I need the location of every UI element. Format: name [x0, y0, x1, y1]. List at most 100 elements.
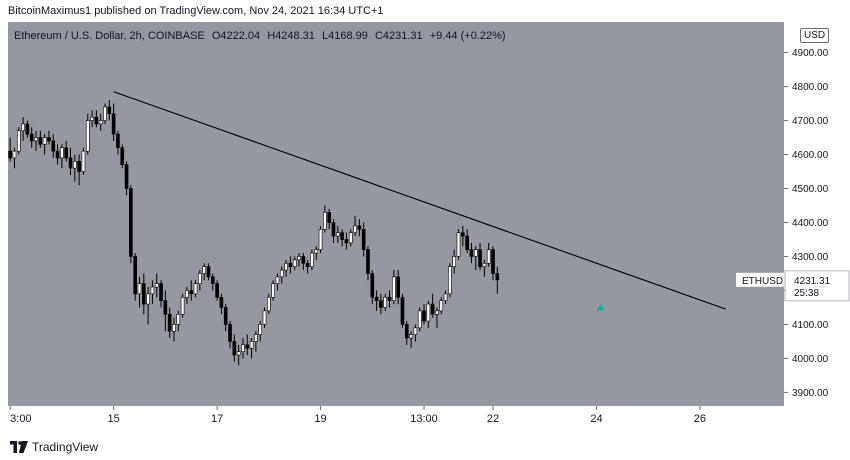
candle — [422, 304, 426, 325]
candle-body-down — [465, 235, 469, 250]
candle — [232, 334, 237, 362]
candle — [478, 242, 482, 271]
candle-body-down — [94, 116, 99, 125]
candle — [154, 273, 159, 298]
candle — [305, 259, 310, 274]
candle — [73, 154, 77, 182]
candle-body-up — [353, 225, 357, 233]
candle — [374, 290, 379, 311]
candle-body-down — [159, 283, 163, 301]
time-tick-label: 24 — [590, 413, 602, 425]
candle-body-up — [236, 351, 241, 356]
candle-body-down — [38, 137, 43, 145]
price-tick-label: 4400.00 — [792, 218, 829, 229]
candle — [473, 246, 478, 271]
candle — [163, 290, 168, 332]
price-axis-scale[interactable]: 3900.004000.004100.004200.004300.004400.… — [784, 22, 850, 406]
candle — [335, 225, 340, 243]
price-tick-label: 4100.00 — [792, 320, 829, 331]
time-tick-label: 13:00 — [410, 413, 438, 425]
candle — [202, 263, 206, 281]
candle — [400, 293, 405, 328]
candle-body-up — [262, 310, 267, 325]
candle-body-down — [116, 133, 120, 149]
candle-body-down — [111, 113, 116, 135]
candle-body-up — [258, 324, 263, 335]
candle — [323, 205, 327, 233]
candle-body-down — [387, 296, 392, 301]
time-tick-label: 3:00 — [10, 413, 31, 425]
time-tick-label: 15 — [107, 413, 119, 425]
price-axis[interactable]: 3900.004000.004100.004200.004300.004400.… — [784, 22, 850, 406]
candle-body-up — [172, 324, 176, 332]
legend-change: +9.44 (+0.22%) — [429, 30, 506, 42]
currency-badge[interactable]: USD — [800, 28, 830, 43]
candle — [103, 103, 107, 124]
candle — [55, 144, 60, 165]
candle-body-up — [267, 296, 271, 312]
candle — [279, 266, 284, 284]
candle-body-down — [167, 313, 172, 332]
candle-body-down — [133, 256, 137, 295]
candle — [288, 256, 293, 274]
candle — [150, 280, 155, 305]
chart-area[interactable]: ETHUSD — [8, 22, 784, 406]
candle-body-down — [357, 225, 362, 230]
candle-body-up — [426, 303, 431, 322]
candle — [85, 113, 90, 155]
candle — [482, 259, 487, 277]
candle-body-up — [348, 232, 353, 244]
trendline — [113, 91, 726, 310]
candle — [275, 273, 280, 291]
candle — [379, 293, 383, 315]
candle — [176, 310, 181, 332]
candle — [344, 232, 349, 250]
candle — [417, 307, 422, 332]
candle — [353, 215, 357, 237]
candle — [219, 293, 224, 315]
candle-body-up — [452, 256, 457, 267]
candle — [366, 246, 370, 281]
candle — [262, 307, 267, 328]
candle — [439, 297, 444, 315]
symbol-tag-box — [736, 272, 784, 287]
time-axis-scale[interactable]: 3:00 15 17 19 13:00 22 24 26 — [8, 406, 784, 434]
candle — [25, 120, 30, 138]
time-tick-label: 19 — [314, 413, 326, 425]
price-chart[interactable]: ETHUSD — [8, 22, 784, 406]
candle — [29, 127, 34, 148]
candle — [223, 304, 228, 332]
candle-body-up — [279, 269, 284, 278]
candle — [228, 321, 232, 349]
time-tick-label: 17 — [211, 413, 223, 425]
candle — [189, 280, 194, 301]
candle-body-up — [90, 116, 94, 121]
candle-body-down — [422, 310, 426, 322]
candle — [198, 270, 202, 291]
candle — [16, 127, 21, 155]
candle-body-down — [215, 283, 219, 298]
time-axis[interactable]: 3:00 15 17 19 13:00 22 24 26 — [8, 406, 784, 434]
candle-body-down — [228, 324, 232, 342]
candle-body-up — [21, 123, 25, 132]
candle-body-up — [176, 313, 181, 325]
legend-close-label: C — [374, 30, 383, 42]
candle — [206, 263, 211, 281]
price-tick-label: 4900.00 — [792, 48, 829, 59]
candle — [465, 229, 469, 254]
candle — [236, 344, 241, 366]
candle — [392, 270, 396, 305]
candle — [443, 290, 448, 305]
last-price: 4231.31 — [794, 276, 831, 287]
published-text: BitcoinMaximus1 published on TradingView… — [8, 5, 384, 17]
candle-body-up — [417, 310, 422, 329]
candle — [167, 307, 172, 339]
candle — [284, 259, 288, 277]
candle — [64, 140, 69, 162]
candle-body-down — [404, 324, 409, 339]
candle — [172, 317, 176, 342]
candle-body-down — [47, 137, 51, 142]
candle-body-up — [413, 327, 418, 335]
candle-body-down — [366, 249, 370, 274]
candle — [81, 147, 86, 175]
